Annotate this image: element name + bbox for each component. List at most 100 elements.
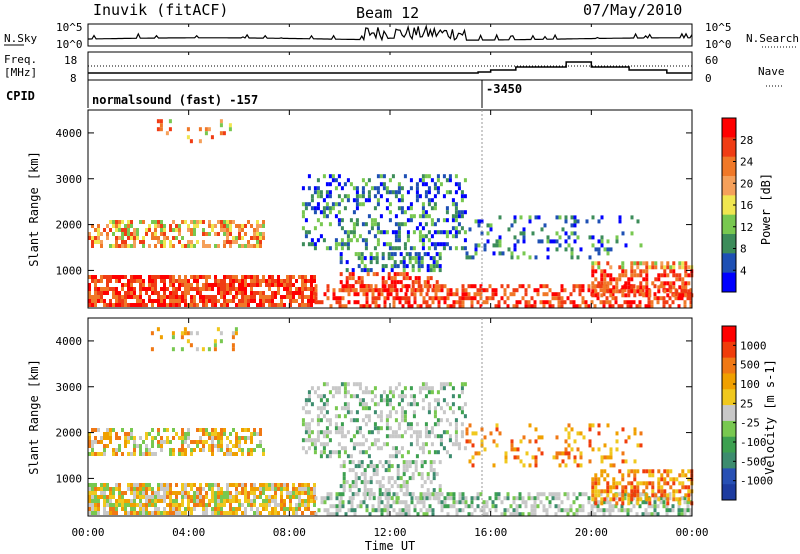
heatmap-cell — [594, 473, 598, 478]
heatmap-cell — [681, 261, 685, 266]
heatmap-cell — [421, 238, 425, 243]
heatmap-cell — [522, 251, 526, 256]
heatmap-cell — [150, 331, 154, 336]
heatmap-cell — [163, 228, 166, 232]
heatmap-cell — [609, 289, 613, 294]
heatmap-cell — [88, 511, 91, 515]
heatmap-cell — [518, 284, 522, 289]
heatmap-cell — [653, 500, 657, 505]
heatmap-cell — [596, 508, 600, 513]
heatmap-cell — [385, 206, 389, 211]
heatmap-cell — [663, 469, 667, 474]
heatmap-cell — [247, 428, 250, 432]
heatmap-cell — [443, 504, 447, 509]
heatmap-cell — [446, 492, 450, 497]
heatmap-cell — [449, 504, 453, 509]
heatmap-cell — [353, 288, 357, 293]
heatmap-cell — [415, 194, 419, 199]
heatmap-cell — [512, 288, 516, 293]
heatmap-cell — [184, 279, 187, 283]
heatmap-cell — [172, 303, 175, 307]
heatmap-cell — [515, 504, 519, 509]
heatmap-cell — [262, 491, 265, 495]
heatmap-cell — [451, 410, 455, 415]
power-colorbar-tick-label: 12 — [740, 221, 753, 234]
heatmap-cell — [313, 242, 317, 247]
heatmap-cell — [229, 224, 232, 228]
heatmap-cell — [641, 512, 645, 517]
heatmap-cell — [548, 304, 552, 309]
heatmap-cell — [375, 272, 379, 277]
heatmap-cell — [106, 224, 109, 228]
heatmap-cell — [217, 507, 220, 511]
heatmap-cell — [397, 382, 401, 387]
heatmap-cell — [202, 503, 205, 507]
heatmap-cell — [387, 256, 391, 261]
heatmap-cell — [588, 439, 592, 444]
heatmap-cell — [591, 485, 595, 490]
heatmap-cell — [432, 268, 436, 273]
heatmap-cell — [470, 296, 474, 301]
heatmap-cell — [256, 244, 259, 248]
heatmap-cell — [395, 512, 399, 517]
heatmap-cell — [443, 284, 447, 289]
heatmap-cell — [193, 503, 196, 507]
heatmap-cell — [253, 511, 256, 515]
heatmap-cell — [615, 493, 619, 498]
heatmap-cell — [205, 483, 208, 487]
heatmap-cell — [569, 292, 573, 297]
heatmap-cell — [228, 127, 232, 132]
heatmap-cell — [366, 480, 370, 485]
heatmap-cell — [226, 483, 229, 487]
heatmap-cell — [220, 428, 223, 432]
heatmap-cell — [390, 280, 394, 285]
noise-panel-frame — [87, 23, 693, 47]
heatmap-cell — [217, 444, 220, 448]
heatmap-cell — [274, 499, 277, 503]
heatmap-cell — [386, 496, 390, 501]
heatmap-cell — [454, 182, 458, 187]
heatmap-cell — [653, 292, 657, 297]
heatmap-cell — [436, 418, 440, 423]
heatmap-cell — [486, 223, 490, 228]
heatmap-cell — [452, 496, 456, 501]
heatmap-cell — [280, 487, 283, 491]
heatmap-cell — [127, 291, 130, 295]
heatmap-cell — [518, 496, 522, 501]
heatmap-cell — [325, 194, 329, 199]
heatmap-cell — [265, 487, 268, 491]
heatmap-cell — [387, 460, 391, 465]
heatmap-cell — [307, 390, 311, 395]
heatmap-cell — [416, 512, 420, 517]
heatmap-cell — [172, 295, 175, 299]
heatmap-cell — [118, 236, 121, 240]
heatmap-cell — [677, 296, 681, 301]
heatmap-cell — [271, 283, 274, 287]
heatmap-cell — [512, 508, 516, 513]
heatmap-cell — [606, 485, 610, 490]
cpid-mode-text: normalsound (fast) -157 — [92, 93, 258, 107]
heatmap-cell — [139, 240, 142, 244]
heatmap-cell — [358, 382, 362, 387]
heatmap-cell — [355, 206, 359, 211]
heatmap-cell — [97, 495, 100, 499]
heatmap-cell — [241, 483, 244, 487]
heatmap-cell — [423, 280, 427, 285]
heatmap-cell — [666, 261, 670, 266]
heatmap-cell — [106, 303, 109, 307]
heatmap-cell — [518, 504, 522, 509]
heatmap-cell — [611, 292, 615, 297]
heatmap-cell — [436, 242, 440, 247]
heatmap-cell — [328, 206, 332, 211]
heatmap-cell — [94, 291, 97, 295]
heatmap-cell — [368, 304, 372, 309]
heatmap-cell — [214, 275, 217, 279]
heatmap-cell — [397, 222, 401, 227]
heatmap-cell — [621, 265, 625, 270]
heatmap-cell — [651, 469, 655, 474]
heatmap-cell — [232, 220, 235, 224]
heatmap-cell — [229, 491, 232, 495]
heatmap-cell — [408, 260, 412, 265]
heatmap-cell — [103, 303, 106, 307]
